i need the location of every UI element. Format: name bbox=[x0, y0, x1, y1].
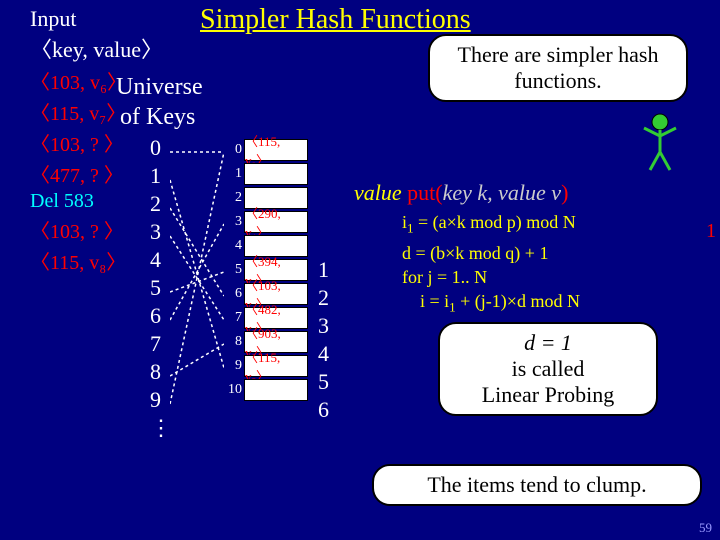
callout-line: Linear Probing bbox=[454, 382, 642, 408]
ridx: 1 bbox=[318, 256, 329, 284]
sig-put: put( bbox=[402, 180, 443, 205]
ridx: 6 bbox=[318, 396, 329, 424]
cell bbox=[244, 379, 308, 401]
algo-line: i = i1 + (j-1)×d mod N bbox=[402, 289, 580, 320]
ridx: 5 bbox=[318, 368, 329, 396]
table-row: 0〈115, v₈〉 bbox=[224, 138, 308, 162]
table-row: 3〈290, v₄〉 bbox=[224, 210, 308, 234]
row-index: 2 bbox=[224, 190, 242, 206]
right-index-column: 1 2 3 4 5 6 bbox=[318, 256, 329, 424]
sig-value: value bbox=[354, 180, 402, 205]
input-header: Input bbox=[30, 6, 163, 32]
row-index: 3 bbox=[224, 214, 242, 230]
callout-clump: The items tend to clump. bbox=[372, 464, 702, 506]
idx: 9 bbox=[150, 386, 172, 414]
idx: 7 bbox=[150, 330, 172, 358]
input-row: 〈115, v₈〉 bbox=[30, 246, 163, 275]
algorithm-text: i1 = (a×k mod p) mod N d = (b×k mod q) +… bbox=[402, 210, 580, 319]
algo-line: for j = 1.. N bbox=[402, 265, 580, 289]
callout-line: functions. bbox=[444, 68, 672, 94]
input-row-del: Del 583 bbox=[30, 190, 163, 213]
page-number: 59 bbox=[699, 520, 712, 536]
input-list: Input 〈key, value〉 〈103, v₆〉 〈115, v₇〉 〈… bbox=[30, 6, 163, 275]
slide-title: Simpler Hash Functions bbox=[200, 4, 471, 36]
row-index: 5 bbox=[224, 262, 242, 278]
callout-line: The items tend to clump. bbox=[388, 472, 686, 498]
input-row: 〈477, ? 〉 bbox=[30, 159, 163, 188]
idx: 2 bbox=[150, 190, 172, 218]
table-row: 10 bbox=[224, 378, 308, 402]
row-index: 8 bbox=[224, 334, 242, 350]
cell: 〈115, v₇〉 bbox=[244, 355, 308, 377]
row-index: 1 bbox=[224, 166, 242, 182]
callout-line: is called bbox=[454, 356, 642, 382]
callout-simpler: There are simpler hash functions. bbox=[428, 34, 688, 102]
idx: ⋮ bbox=[150, 414, 172, 442]
row-index: 10 bbox=[224, 382, 242, 398]
idx: 0 bbox=[150, 134, 172, 162]
callout-line: d = 1 bbox=[454, 330, 642, 356]
idx: 3 bbox=[150, 218, 172, 246]
stick-figure-icon bbox=[630, 110, 690, 180]
idx: 8 bbox=[150, 358, 172, 386]
sig-args: key k, value v bbox=[443, 180, 561, 205]
input-row: 〈103, ? 〉 bbox=[30, 215, 163, 244]
mapping-lines-icon bbox=[170, 138, 224, 438]
row-index: 7 bbox=[224, 310, 242, 326]
ridx: 2 bbox=[318, 284, 329, 312]
ofkeys-label: of Keys bbox=[120, 104, 195, 131]
cell: 〈290, v₄〉 bbox=[244, 211, 308, 233]
row-index: 6 bbox=[224, 286, 242, 302]
sig-close: ) bbox=[561, 180, 568, 205]
callout-line: There are simpler hash bbox=[444, 42, 672, 68]
input-row: 〈103, ? 〉 bbox=[30, 128, 163, 157]
callout-linear-probing: d = 1 is called Linear Probing bbox=[438, 322, 658, 416]
function-signature: value put(key k, value v) bbox=[354, 180, 568, 206]
idx: 5 bbox=[150, 274, 172, 302]
table-row: 1 bbox=[224, 162, 308, 186]
cell: 〈115, v₈〉 bbox=[244, 139, 308, 161]
hash-table: 0〈115, v₈〉 1 2 3〈290, v₄〉 4 5〈394, v₁〉 6… bbox=[224, 138, 308, 402]
input-header2: 〈key, value〉 bbox=[30, 32, 163, 64]
row-index: 4 bbox=[224, 238, 242, 254]
table-row: 9〈115, v₇〉 bbox=[224, 354, 308, 378]
algo-line: d = (b×k mod q) + 1 bbox=[402, 241, 580, 265]
algo-line: i1 = (a×k mod p) mod N bbox=[402, 210, 580, 241]
row-index: 0 bbox=[224, 142, 242, 158]
left-index-column: 0 1 2 3 4 5 6 7 8 9 ⋮ bbox=[150, 134, 172, 442]
cell bbox=[244, 163, 308, 185]
ridx: 3 bbox=[318, 312, 329, 340]
universe-label: Universe bbox=[116, 74, 203, 101]
idx: 1 bbox=[150, 162, 172, 190]
ridx: 4 bbox=[318, 340, 329, 368]
idx: 4 bbox=[150, 246, 172, 274]
idx: 6 bbox=[150, 302, 172, 330]
annotation-1: 1 bbox=[706, 220, 716, 243]
row-index: 9 bbox=[224, 358, 242, 374]
